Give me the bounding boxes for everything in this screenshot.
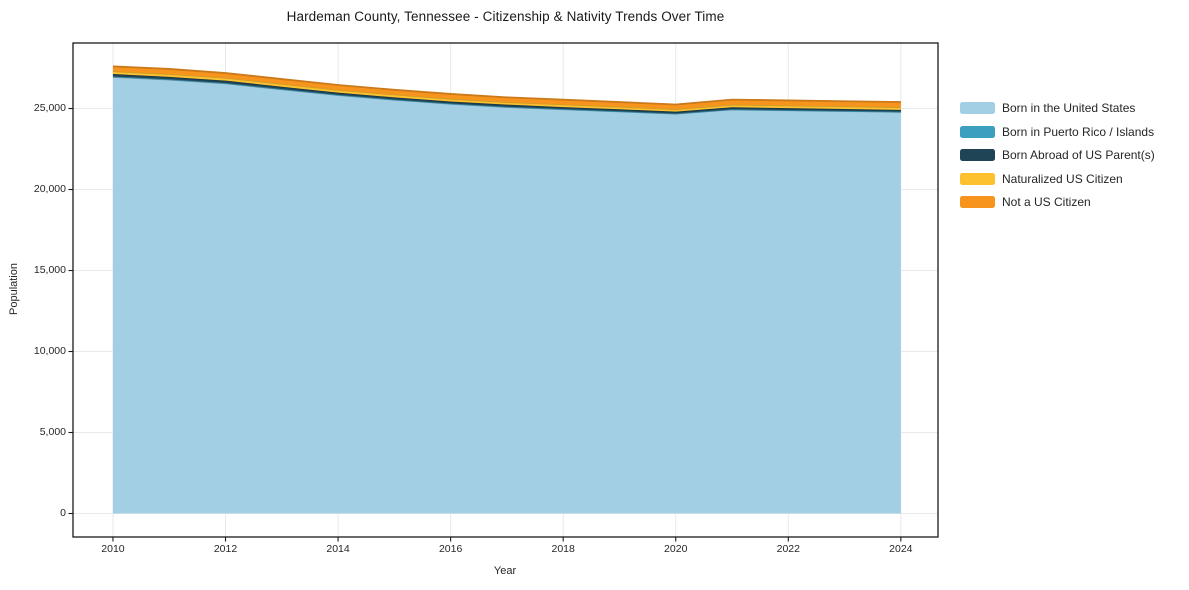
y-tick-label: 15,000	[33, 264, 66, 277]
x-axis-label: Year	[493, 565, 517, 577]
y-tick-label: 0	[60, 507, 66, 519]
area-edge	[112, 65, 901, 106]
legend-item: Not a US Citizen	[960, 195, 1155, 209]
legend-swatch	[960, 149, 995, 161]
chart-title: Hardeman County, Tennessee - Citizenship…	[286, 9, 725, 24]
y-tick-label: 5,000	[39, 426, 66, 438]
area-series	[112, 71, 901, 112]
legend-item: Born in the United States	[960, 101, 1155, 115]
legend-label: Born in Puerto Rico / Islands	[1002, 124, 1155, 139]
x-tick-label: 2014	[326, 543, 350, 555]
y-tick-label: 10,000	[33, 345, 66, 358]
x-tick-label: 2024	[889, 543, 913, 555]
legend-label: Naturalized US Citizen	[1002, 171, 1123, 186]
legend-swatch	[960, 172, 995, 185]
legend-label: Born in the United States	[1002, 101, 1136, 115]
legend-swatch	[960, 196, 995, 208]
y-tick-label: 25,000	[33, 102, 66, 115]
legend: Born in the United States Born in Puerto …	[960, 101, 1155, 220]
legend-label: Not a US Citizen	[1002, 195, 1091, 209]
legend-swatch	[960, 125, 995, 138]
x-tick-label: 2012	[213, 543, 238, 555]
y-tick-label: 20,000	[33, 183, 66, 196]
x-tick-label: 2022	[776, 543, 800, 555]
x-tick-label: 2010	[101, 543, 125, 555]
legend-item: Born in Puerto Rico / Islands	[960, 124, 1155, 139]
plot-border	[72, 42, 939, 538]
area-series	[112, 76, 901, 514]
legend-item: Naturalized US Citizen	[960, 171, 1155, 186]
x-tick-label: 2020	[664, 543, 688, 555]
legend-item: Born Abroad of US Parent(s)	[960, 148, 1155, 162]
x-tick-label: 2016	[438, 543, 463, 555]
y-axis-label: Population	[8, 263, 20, 315]
legend-swatch	[960, 102, 995, 114]
legend-label: Born Abroad of US Parent(s)	[1002, 148, 1155, 162]
x-tick-label: 2018	[551, 543, 575, 555]
